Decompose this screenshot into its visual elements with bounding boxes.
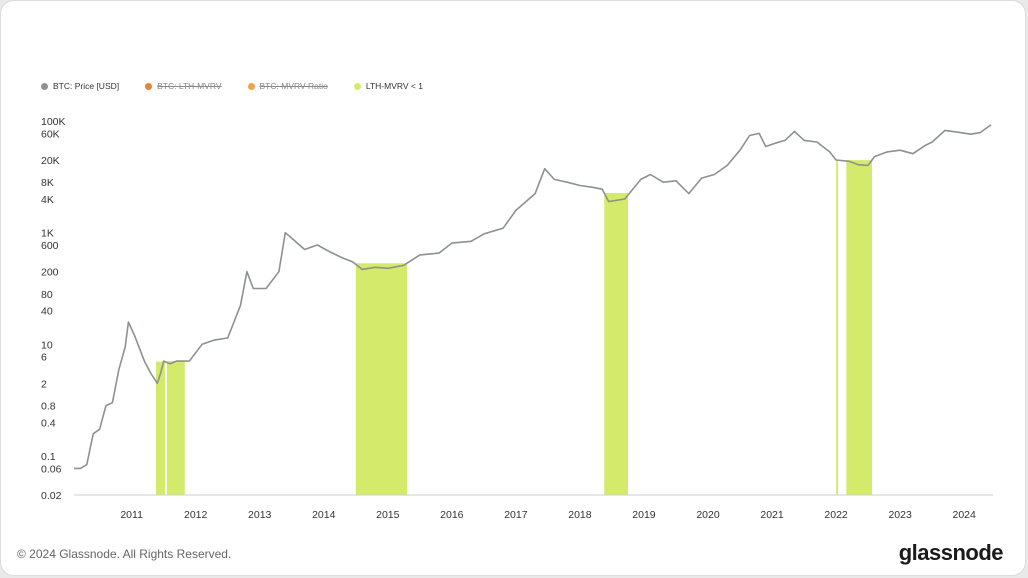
legend-dot-lth-band: [353, 82, 361, 90]
y-tick-label-2: 20K: [41, 155, 60, 167]
x-tick-label-2019: 2019: [632, 509, 656, 521]
glassnode-logo: glassnode: [898, 540, 1004, 565]
y-tick-label-17: 0.02: [41, 490, 62, 502]
x-tick-label-2022: 2022: [824, 509, 848, 521]
y-tick-label-0: 100K: [41, 116, 66, 128]
lth-band-0: [155, 361, 165, 495]
legend-dot-price: [41, 82, 48, 90]
axis-layer: 100K60K20K8K4K1K600200804010620.80.40.10…: [41, 116, 993, 521]
y-tick-label-14: 0.4: [41, 417, 56, 429]
y-tick-label-3: 8K: [41, 177, 54, 189]
legend-item-lth-mvrv[interactable]: BTC: LTH-MVRV: [145, 81, 222, 91]
x-tick-label-2017: 2017: [504, 509, 528, 521]
legend-item-lth-band[interactable]: LTH-MVRV < 1: [353, 81, 423, 91]
lth-band-layer: [155, 160, 872, 496]
x-tick-label-2021: 2021: [760, 509, 784, 521]
x-tick-label-2016: 2016: [440, 509, 464, 521]
price-line-layer: [74, 124, 992, 470]
x-tick-label-2012: 2012: [184, 509, 208, 521]
y-tick-label-7: 200: [41, 267, 59, 279]
y-tick-label-13: 0.8: [41, 401, 56, 413]
legend: BTC: Price [USD] BTC: LTH-MVRV BTC: MVRV…: [41, 79, 423, 93]
x-tick-label-2014: 2014: [312, 509, 336, 521]
y-tick-label-11: 6: [41, 352, 47, 364]
y-tick-label-6: 600: [41, 240, 59, 252]
x-tick-label-2013: 2013: [248, 509, 272, 521]
x-tick-label-2015: 2015: [376, 509, 400, 521]
x-tick-label-2020: 2020: [696, 509, 720, 521]
y-tick-label-12: 2: [41, 378, 47, 390]
legend-item-price[interactable]: BTC: Price [USD]: [41, 81, 119, 91]
y-tick-label-8: 80: [41, 289, 53, 301]
y-tick-label-1: 60K: [41, 128, 60, 140]
x-tick-label-2023: 2023: [888, 509, 912, 521]
lth-band-5: [846, 160, 872, 496]
legend-label-price: BTC: Price [USD]: [53, 81, 120, 91]
x-tick-label-2018: 2018: [568, 509, 592, 521]
legend-label-lth-band: LTH-MVRV < 1: [365, 81, 423, 91]
lth-band-2: [355, 263, 408, 495]
x-tick-label-2011: 2011: [120, 509, 143, 521]
copyright-text: © 2024 Glassnode. All Rights Reserved.: [17, 547, 232, 561]
legend-dot-lth-mvrv: [145, 82, 153, 90]
y-tick-label-16: 0.06: [41, 463, 62, 475]
y-tick-label-15: 0.1: [41, 451, 56, 463]
price-series-line: [74, 124, 992, 470]
lth-band-3: [604, 192, 628, 495]
y-tick-label-10: 10: [41, 339, 53, 351]
y-tick-label-9: 40: [41, 306, 53, 318]
legend-dot-mvrv-ratio: [247, 82, 255, 90]
lth-band-1: [166, 361, 185, 495]
legend-label-lth-mvrv: BTC: LTH-MVRV: [157, 81, 222, 91]
lth-band-4: [836, 160, 839, 495]
x-tick-label-2024: 2024: [953, 509, 977, 521]
legend-item-mvrv-ratio[interactable]: BTC: MVRV Ratio: [247, 81, 328, 91]
y-tick-label-5: 1K: [41, 228, 54, 240]
y-tick-label-4: 4K: [41, 194, 54, 206]
legend-label-mvrv-ratio: BTC: MVRV Ratio: [259, 81, 328, 91]
